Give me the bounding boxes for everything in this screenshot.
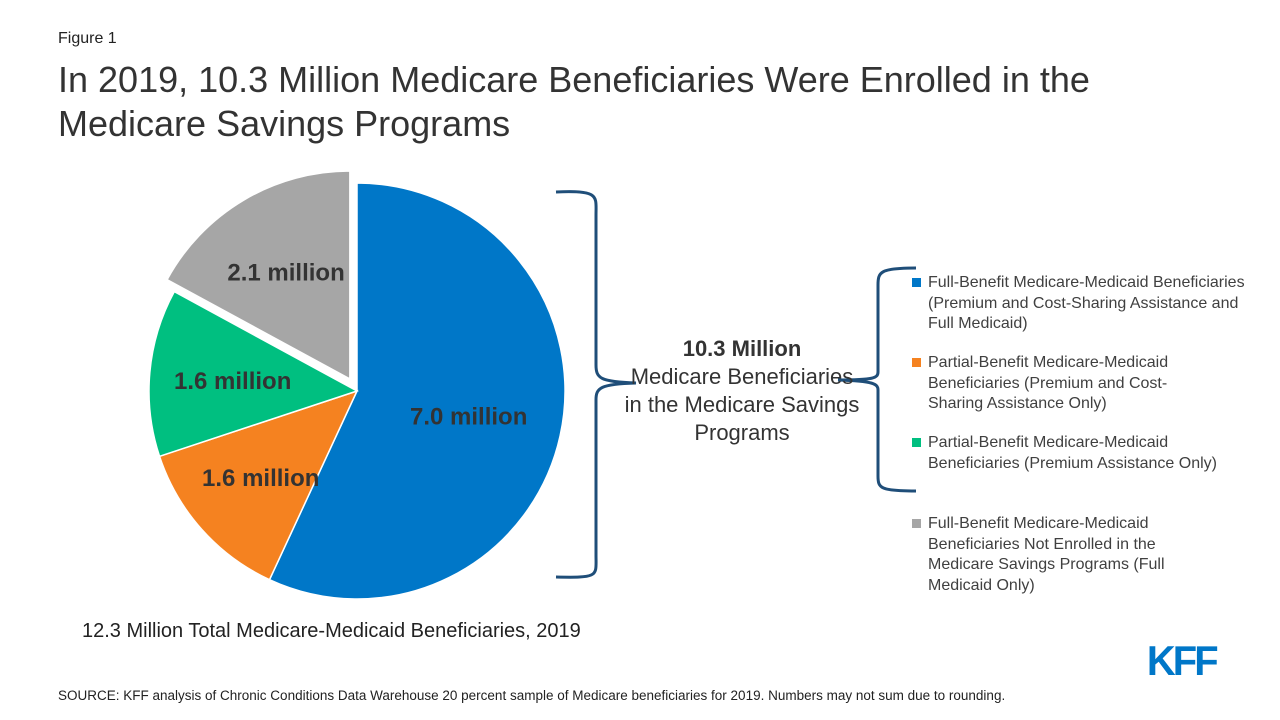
legend-item: Partial-Benefit Medicare-Medicaid Benefi…: [912, 433, 1252, 474]
figure-label: Figure 1: [58, 30, 117, 47]
source-note: SOURCE: KFF analysis of Chronic Conditio…: [58, 688, 1006, 703]
legend-swatch-green: [912, 438, 921, 447]
legend-swatch-blue: [912, 278, 921, 287]
legend-text: Full-Benefit Medicare-Medicaid Beneficia…: [928, 515, 1165, 594]
bracket-annotation: 10.3 Million Medicare Beneficiaries in t…: [622, 335, 862, 447]
pie-slice-1: [158, 389, 359, 581]
total-caption: 12.3 Million Total Medicare-Medicaid Ben…: [82, 620, 581, 642]
pie-slice-2: [148, 290, 359, 458]
annotation-bold: 10.3 Million: [682, 336, 802, 361]
legend-item: Full-Benefit Medicare-Medicaid Beneficia…: [912, 273, 1252, 335]
slice-label-2: 1.6 million: [174, 368, 291, 395]
legend-swatch-orange: [912, 358, 921, 367]
annotation-text: Medicare Beneficiaries in the Medicare S…: [624, 364, 860, 445]
legend-text: Full-Benefit Medicare-Medicaid Beneficia…: [928, 274, 1245, 332]
big-bracket: [555, 190, 637, 579]
chart-title: In 2019, 10.3 Million Medicare Beneficia…: [58, 59, 1090, 144]
pie-slice-0: [268, 182, 566, 600]
slice-label-0: 7.0 million: [410, 404, 527, 431]
slice-label-3: 2.1 million: [227, 260, 344, 287]
legend-item: Full-Benefit Medicare-Medicaid Beneficia…: [912, 514, 1252, 596]
pie-slice-3: [166, 170, 351, 381]
legend-swatch-gray: [912, 519, 921, 528]
legend-item: Partial-Benefit Medicare-Medicaid Benefi…: [912, 353, 1252, 415]
legend-bracket: [837, 266, 917, 493]
legend-text: Partial-Benefit Medicare-Medicaid Benefi…: [928, 354, 1169, 412]
kff-logo: KFF: [1146, 637, 1219, 684]
slice-label-1: 1.6 million: [202, 465, 319, 492]
legend-text: Partial-Benefit Medicare-Medicaid Benefi…: [928, 434, 1217, 472]
